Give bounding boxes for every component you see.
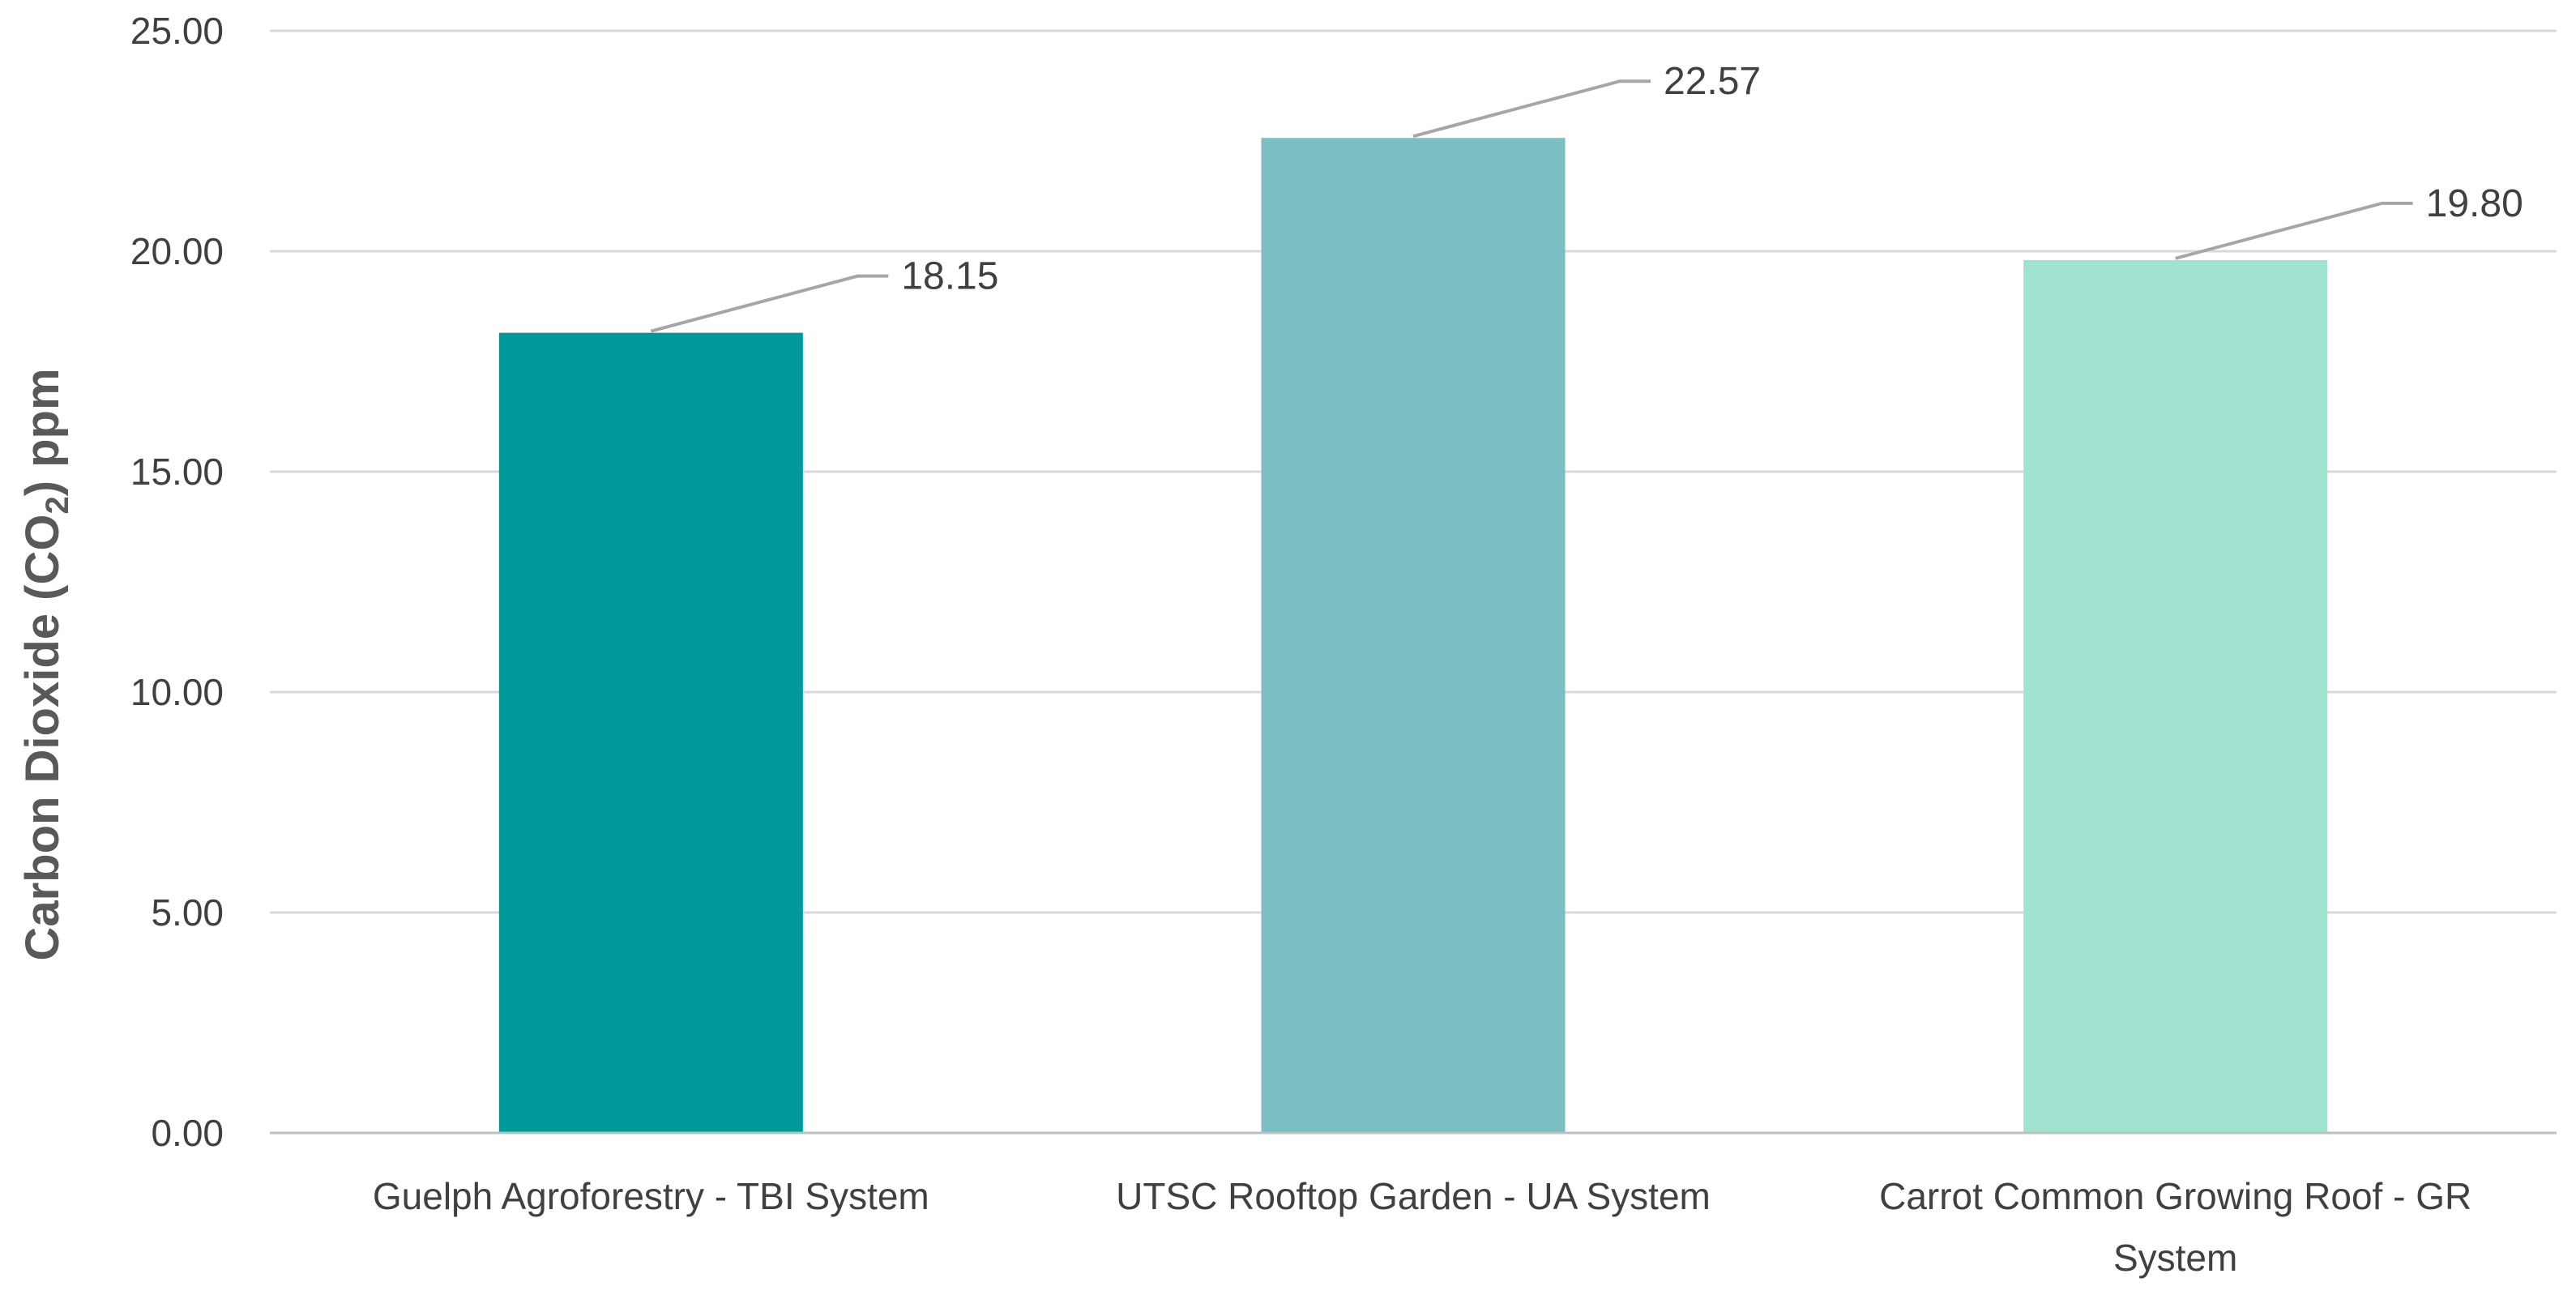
data-label: 22.57 xyxy=(1664,60,1761,103)
y-tick-label: 15.00 xyxy=(130,451,224,493)
y-tick-label: 25.00 xyxy=(130,10,224,52)
bars xyxy=(498,138,2328,1133)
x-tick-label: UTSC Rooftop Garden - UA System xyxy=(1116,1175,1711,1217)
bar-2 xyxy=(1261,138,1566,1133)
y-axis-title-suffix: ) ppm xyxy=(16,368,69,496)
data-label: 18.15 xyxy=(901,255,998,298)
bar-1 xyxy=(498,332,803,1133)
y-tick-label: 0.00 xyxy=(151,1112,224,1154)
y-tick-label: 20.00 xyxy=(130,230,224,272)
axes: 0.00 5.00 10.00 15.00 20.00 25.00 Guelph Agrof… xyxy=(130,10,2557,1279)
x-tick-label: Guelph Agroforestry - TBI System xyxy=(373,1175,929,1217)
y-tick-label: 10.00 xyxy=(130,671,224,713)
x-tick-label: System xyxy=(2113,1237,2237,1279)
y-axis-title-subscript: 2 xyxy=(40,496,75,514)
y-axis-title: Carbon Dioxide (CO2) ppm xyxy=(16,368,75,960)
leader-line-2 xyxy=(1412,79,1651,139)
data-label: 19.80 xyxy=(2426,182,2523,225)
data-labels: 18.15 22.57 19.80 xyxy=(650,60,2523,333)
y-axis-title-prefix: Carbon Dioxide (CO xyxy=(16,515,69,961)
x-tick-label: Carrot Common Growing Roof - GR xyxy=(1879,1175,2471,1217)
bar-3 xyxy=(2023,259,2328,1133)
leader-line-1 xyxy=(650,274,889,333)
y-tick-label: 5.00 xyxy=(151,891,224,934)
leader-line-3 xyxy=(2175,201,2413,260)
